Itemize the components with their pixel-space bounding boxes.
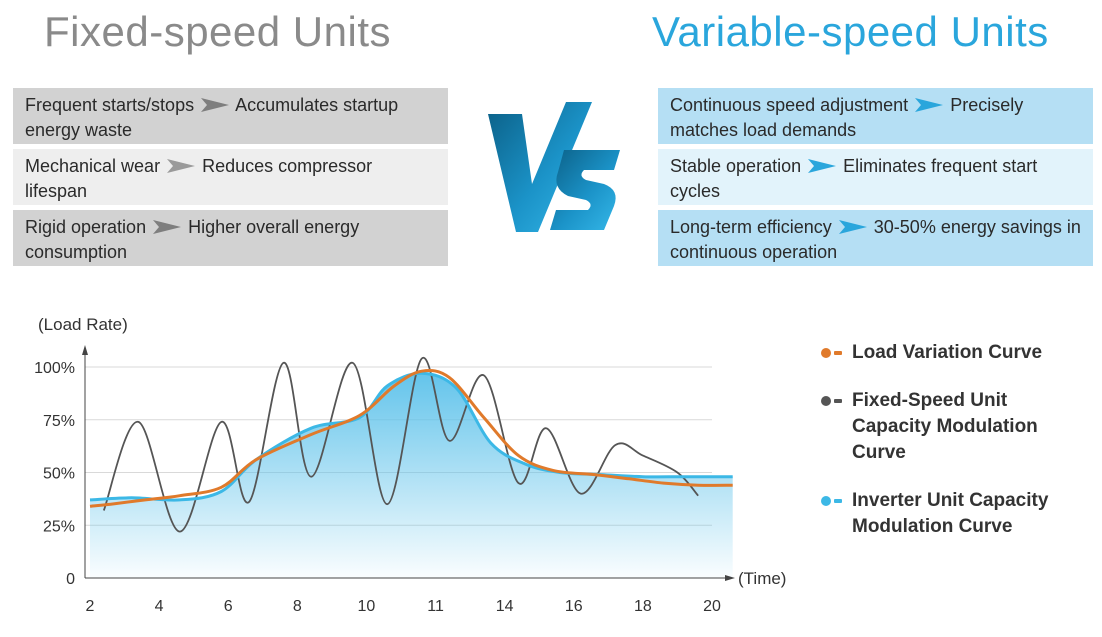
point-effect: Accumulates startup energy waste: [25, 95, 399, 140]
arrow-icon: [167, 159, 196, 173]
inverter-area-fill: [90, 373, 733, 578]
point-cause: Frequent starts/stops: [25, 95, 195, 115]
arrow-icon: [838, 220, 867, 234]
legend-item-load-variation: Load Variation Curve: [818, 340, 1088, 366]
y-tick-label: 25%: [43, 518, 75, 535]
x-tick-label: 10: [358, 598, 376, 615]
x-tick-labels: 2 4 6 8 10 11 14 16 18 20: [86, 598, 721, 615]
y-tick-label: 75%: [43, 413, 75, 430]
vs-logo-icon: [488, 102, 620, 232]
x-tick-label: 11: [427, 598, 444, 615]
fixed-point: Frequent starts/stops Accumulates startu…: [13, 88, 448, 144]
legend-item-inverter: Inverter Unit Capacity Modulation Curve: [818, 488, 1088, 540]
point-cause: Rigid operation: [25, 217, 147, 237]
legend-label: Load Variation Curve: [852, 342, 1043, 363]
point-effect: 30-50% energy savings in continuous oper…: [670, 217, 1081, 262]
point-effect: Eliminates frequent start cycles: [670, 156, 1038, 201]
variable-speed-title: Variable-speed Units: [652, 8, 1049, 55]
legend-item-fixed-speed: Fixed-Speed Unit Capacity Modulation Cur…: [818, 388, 1088, 466]
load-rate-chart: (Load Rate) 100% 75% 50% 25% 0 (Time) 2 4 6 8 10…: [34, 315, 786, 615]
load-variation-line: [89, 369, 733, 508]
inverter-line: [89, 371, 733, 502]
fixed-speed-list: Frequent starts/stops Accumulates startu…: [13, 88, 448, 271]
y-tick-label: 100%: [34, 360, 75, 377]
legend-marker-icon: [818, 388, 852, 414]
fixed-speed-title: Fixed-speed Units: [44, 8, 391, 55]
variable-point: Continuous speed adjustment Precisely ma…: [658, 88, 1093, 144]
x-tick-label: 14: [496, 598, 514, 615]
variable-point: Long-term efficiency 30-50% energy savin…: [658, 210, 1093, 266]
variable-point: Stable operation Eliminates frequent sta…: [658, 149, 1093, 205]
legend-label: Inverter Unit Capacity Modulation Curve: [852, 490, 1049, 537]
y-axis-label: (Load Rate): [38, 315, 128, 334]
variable-speed-list: Continuous speed adjustment Precisely ma…: [658, 88, 1093, 271]
legend-label: Fixed-Speed Unit Capacity Modulation Cur…: [852, 390, 1038, 463]
arrow-icon: [808, 159, 837, 173]
x-axis-arrow-icon: [725, 575, 735, 581]
arrow-icon: [201, 98, 230, 112]
y-axis-arrow-icon: [82, 345, 88, 355]
x-tick-label: 6: [224, 598, 233, 615]
legend-marker-icon: [818, 488, 852, 514]
fixed-point: Mechanical wear Reduces compressor lifes…: [13, 149, 448, 205]
point-cause: Stable operation: [670, 156, 802, 176]
point-effect: Reduces compressor lifespan: [25, 156, 373, 201]
fixed-point: Rigid operation Higher overall energy co…: [13, 210, 448, 266]
y-tick-labels: 100% 75% 50% 25% 0: [34, 360, 75, 588]
x-tick-label: 20: [703, 598, 721, 615]
fixed-speed-line: [102, 357, 699, 533]
y-tick-label: 0: [66, 571, 75, 588]
point-cause: Long-term efficiency: [670, 217, 832, 237]
point-effect: Precisely matches load demands: [670, 95, 1024, 140]
point-cause: Continuous speed adjustment: [670, 95, 909, 115]
x-axis-label: (Time): [738, 569, 786, 588]
x-tick-label: 8: [293, 598, 302, 615]
x-tick-label: 16: [565, 598, 583, 615]
x-tick-label: 4: [155, 598, 164, 615]
chart-legend: Load Variation Curve Fixed-Speed Unit Ca…: [818, 340, 1088, 562]
arrow-icon: [153, 220, 182, 234]
point-effect: Higher overall energy consumption: [25, 217, 360, 262]
x-tick-label: 18: [634, 598, 652, 615]
point-cause: Mechanical wear: [25, 156, 161, 176]
y-tick-label: 50%: [43, 466, 75, 483]
legend-marker-icon: [818, 340, 852, 366]
arrow-icon: [915, 98, 944, 112]
x-tick-label: 2: [86, 598, 95, 615]
